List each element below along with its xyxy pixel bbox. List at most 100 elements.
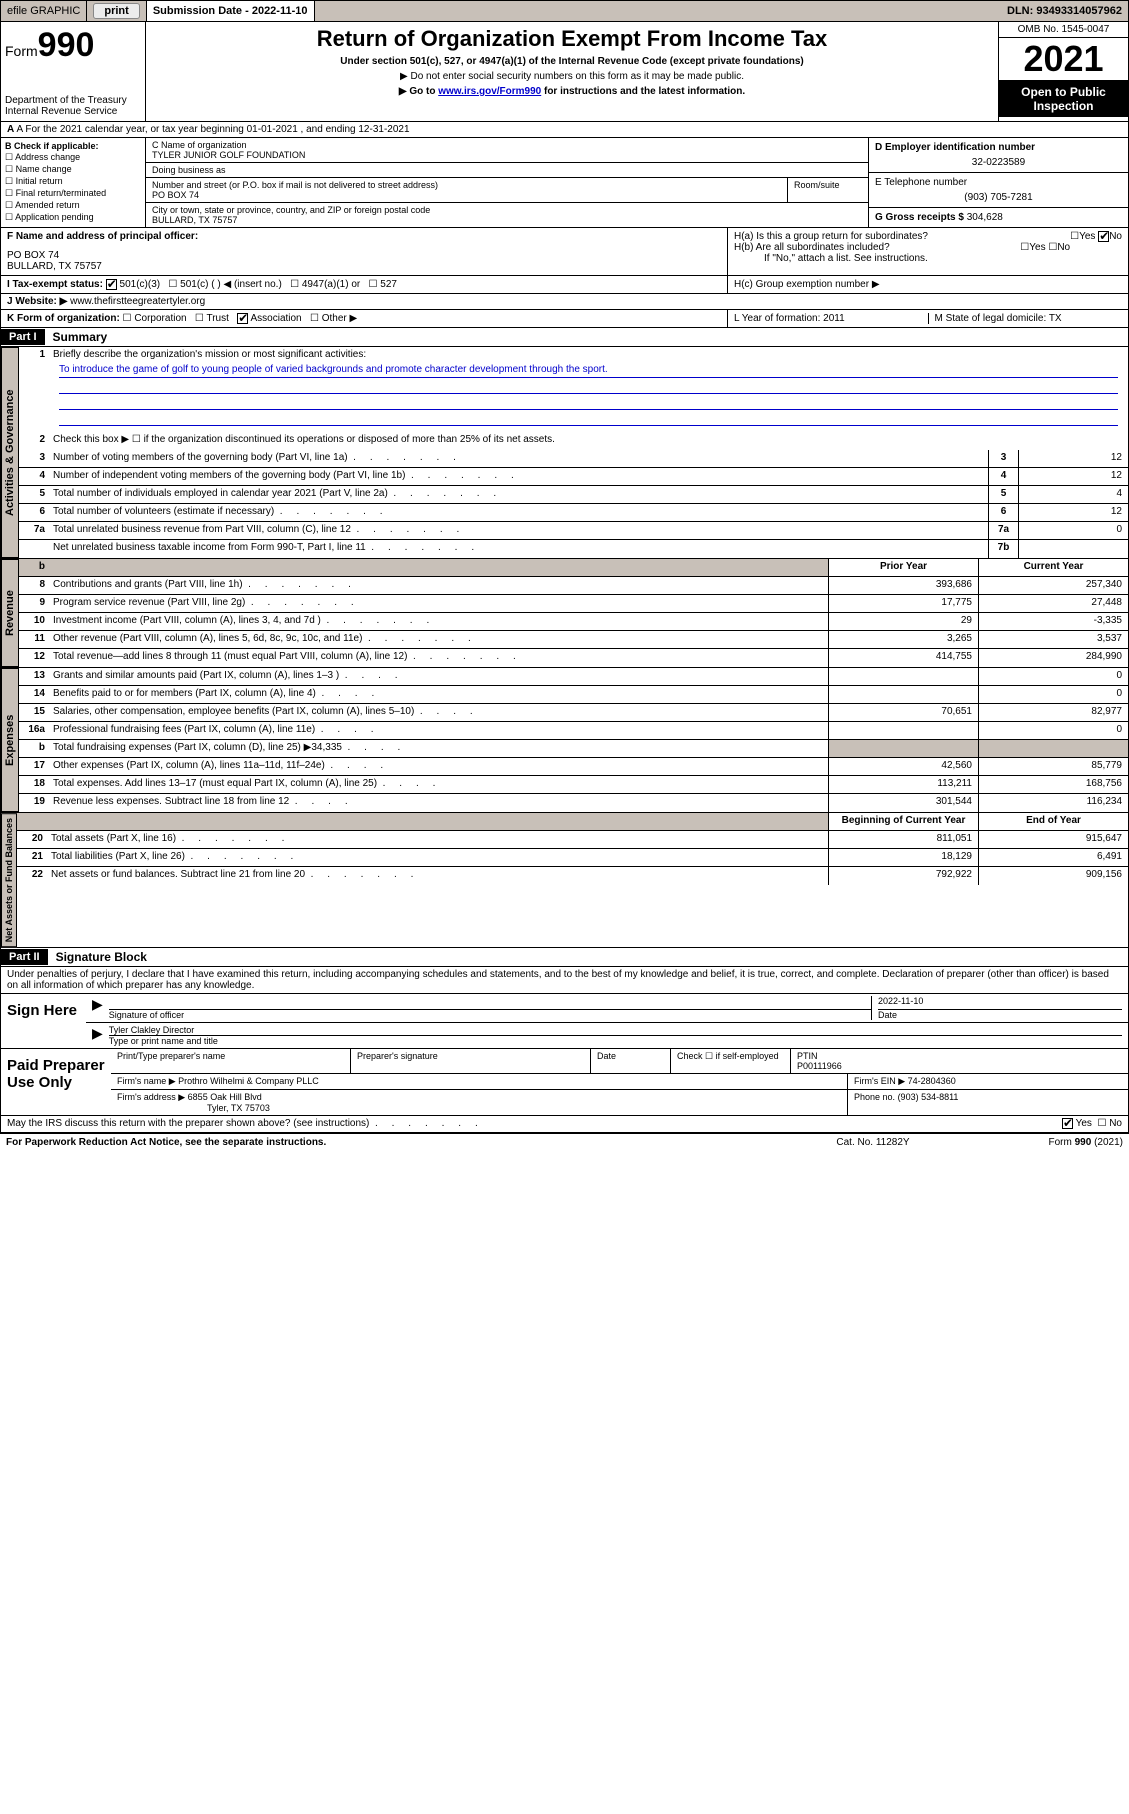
col-prior: Prior Year (828, 559, 978, 576)
tab-governance: Activities & Governance (1, 347, 19, 558)
paid-preparer-block: Paid Preparer Use Only Print/Type prepar… (0, 1049, 1129, 1116)
ha-label: H(a) Is this a group return for subordin… (734, 231, 1122, 242)
arrow-icon: ▶ (92, 1025, 103, 1046)
sig-name-label: Type or print name and title (109, 1036, 1122, 1046)
col-begin: Beginning of Current Year (828, 813, 978, 830)
tab-expenses: Expenses (1, 668, 19, 812)
dept-label: Department of the Treasury (5, 95, 141, 106)
submission-date: Submission Date - 2022-11-10 (147, 1, 315, 21)
officer-addr1: PO BOX 74 (7, 250, 721, 261)
efile-label: efile GRAPHIC (1, 1, 87, 21)
hb-note: If "No," attach a list. See instructions… (734, 253, 1122, 264)
pra-notice: For Paperwork Reduction Act Notice, see … (6, 1137, 773, 1148)
summary-line: bTotal fundraising expenses (Part IX, co… (19, 740, 1128, 758)
chk-amended[interactable]: ☐ Amended return (5, 200, 141, 211)
addr-label: Number and street (or P.O. box if mail i… (152, 180, 781, 190)
prep-check: Check ☐ if self-employed (671, 1049, 791, 1073)
print-button[interactable]: print (93, 3, 139, 19)
sig-date-value: 2022-11-10 (878, 996, 1122, 1010)
ein-label: D Employer identification number (875, 142, 1122, 153)
chk-address-change[interactable]: ☐ Address change (5, 152, 141, 163)
chk-name-change[interactable]: ☐ Name change (5, 164, 141, 175)
tab-revenue: Revenue (1, 559, 19, 667)
year-formation: L Year of formation: 2011 (734, 313, 929, 324)
sign-here-block: Sign Here ▶ Signature of officer 2022-11… (0, 994, 1129, 1049)
row-a-tax-year: A A For the 2021 calendar year, or tax y… (0, 122, 1129, 138)
cat-no: Cat. No. 11282Y (773, 1137, 973, 1148)
mission-text: To introduce the game of golf to young p… (59, 364, 1118, 378)
mission-label: Briefly describe the organization's miss… (53, 349, 1124, 360)
city-label: City or town, state or province, country… (152, 205, 862, 215)
part1-revenue: Revenue b Prior Year Current Year 8Contr… (0, 558, 1129, 667)
prep-sig-label: Preparer's signature (351, 1049, 591, 1073)
form-number: Form990 (5, 26, 141, 65)
addr-value: PO BOX 74 (152, 190, 781, 200)
note-link: ▶ Go to www.irs.gov/Form990 for instruct… (154, 86, 990, 97)
summary-line: 5Total number of individuals employed in… (19, 486, 1128, 504)
summary-line: 19Revenue less expenses. Subtract line 1… (19, 794, 1128, 812)
chk-initial-return[interactable]: ☐ Initial return (5, 176, 141, 187)
prep-date-label: Date (591, 1049, 671, 1073)
summary-line: 21Total liabilities (Part X, line 26)18,… (17, 849, 1128, 867)
summary-line: 4Number of independent voting members of… (19, 468, 1128, 486)
form-footer: Form 990 (2021) (973, 1137, 1123, 1148)
prep-phone: (903) 534-8811 (898, 1092, 959, 1102)
summary-line: 10Investment income (Part VIII, column (… (19, 613, 1128, 631)
line2-discontinued: Check this box ▶ ☐ if the organization d… (49, 432, 1128, 450)
chk-association[interactable] (237, 313, 248, 324)
summary-line: 6Total number of volunteers (estimate if… (19, 504, 1128, 522)
sig-date-label: Date (878, 1010, 1122, 1020)
summary-line: 8Contributions and grants (Part VIII, li… (19, 577, 1128, 595)
firm-ein: 74-2804360 (908, 1076, 956, 1086)
section-b-label: B Check if applicable: (5, 141, 141, 151)
sig-officer-label: Signature of officer (109, 1010, 871, 1020)
form-header: Form990 Department of the Treasury Inter… (0, 22, 1129, 122)
prep-name-label: Print/Type preparer's name (111, 1049, 351, 1073)
officer-addr2: BULLARD, TX 75757 (7, 261, 721, 272)
chk-app-pending[interactable]: ☐ Application pending (5, 212, 141, 223)
summary-line: 17Other expenses (Part IX, column (A), l… (19, 758, 1128, 776)
tab-netassets: Net Assets or Fund Balances (1, 813, 17, 947)
org-info-block: B Check if applicable: ☐ Address change … (0, 138, 1129, 228)
hc-label: H(c) Group exemption number ▶ (728, 276, 1128, 293)
row-klm: K Form of organization: ☐ Corporation ☐ … (0, 310, 1129, 328)
form-org-label: K Form of organization: (7, 313, 120, 324)
tax-exempt-label: I Tax-exempt status: (7, 279, 103, 290)
state-domicile: M State of legal domicile: TX (929, 313, 1123, 324)
row-f-h: F Name and address of principal officer:… (0, 228, 1129, 276)
omb-number: OMB No. 1545-0047 (999, 22, 1128, 38)
irs-label: Internal Revenue Service (5, 106, 141, 117)
form-subtitle: Under section 501(c), 527, or 4947(a)(1)… (154, 56, 990, 67)
sign-here-label: Sign Here (1, 994, 86, 1048)
org-name: TYLER JUNIOR GOLF FOUNDATION (152, 150, 862, 160)
gross-receipts: G Gross receipts $ 304,628 (869, 208, 1128, 227)
part1-header: Part I Summary (0, 328, 1129, 347)
summary-line: 13Grants and similar amounts paid (Part … (19, 668, 1128, 686)
dba-label: Doing business as (152, 165, 862, 175)
may-irs-yes (1062, 1118, 1073, 1129)
irs-link[interactable]: www.irs.gov/Form990 (438, 86, 541, 97)
may-irs-discuss: May the IRS discuss this return with the… (0, 1116, 1129, 1132)
hb-label: H(b) Are all subordinates included? ☐Yes… (734, 242, 1122, 253)
perjury-statement: Under penalties of perjury, I declare th… (0, 967, 1129, 994)
city-value: BULLARD, TX 75757 (152, 215, 862, 225)
summary-line: Net unrelated business taxable income fr… (19, 540, 1128, 558)
part1-governance: Activities & Governance 1 Briefly descri… (0, 347, 1129, 558)
summary-line: 9Program service revenue (Part VIII, lin… (19, 595, 1128, 613)
ein-value: 32-0223589 (875, 157, 1122, 168)
row-i: I Tax-exempt status: 501(c)(3) ☐ 501(c) … (0, 276, 1129, 294)
part2-header: Part II Signature Block (0, 948, 1129, 967)
ptin-value: P00111966 (797, 1061, 1122, 1071)
summary-line: 18Total expenses. Add lines 13–17 (must … (19, 776, 1128, 794)
sig-name-value: Tyler Clakley Director (109, 1025, 1122, 1036)
phone-value: (903) 705-7281 (875, 192, 1122, 203)
room-label: Room/suite (788, 178, 868, 202)
summary-line: 16aProfessional fundraising fees (Part I… (19, 722, 1128, 740)
summary-line: 22Net assets or fund balances. Subtract … (17, 867, 1128, 885)
summary-line: 14Benefits paid to or for members (Part … (19, 686, 1128, 704)
chk-final-return[interactable]: ☐ Final return/terminated (5, 188, 141, 199)
chk-501c3[interactable] (106, 279, 117, 290)
firm-addr2: Tyler, TX 75703 (117, 1103, 270, 1113)
col-current: Current Year (978, 559, 1128, 576)
firm-addr1: 6855 Oak Hill Blvd (188, 1092, 262, 1102)
